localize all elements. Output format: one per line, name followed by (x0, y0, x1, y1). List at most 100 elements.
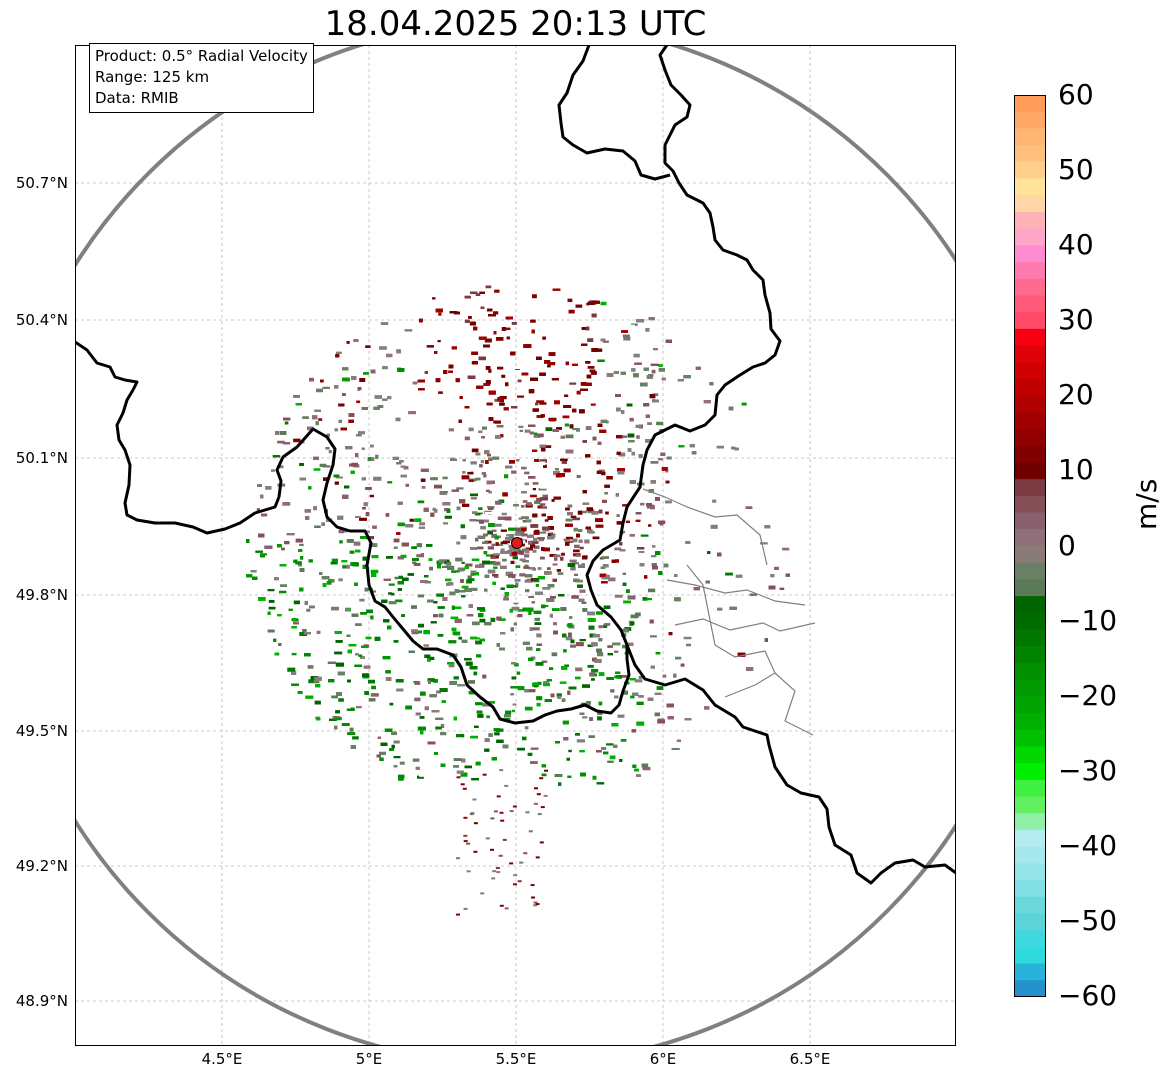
echo-cell (552, 429, 559, 432)
echo-cell (567, 690, 571, 695)
echo-cell (511, 662, 517, 665)
echo-cell (386, 353, 393, 358)
echo-cell (554, 499, 562, 503)
echo-cell (536, 497, 542, 502)
echo-cell (499, 521, 505, 524)
echo-cell (366, 609, 373, 614)
echo-cell (511, 606, 520, 611)
echo-cell (397, 556, 404, 560)
echo-cell (530, 377, 538, 381)
echo-cell (371, 572, 377, 577)
echo-cell (401, 577, 409, 581)
echo-cell (470, 547, 477, 550)
echo-cell (360, 536, 368, 539)
echo-cell (576, 470, 581, 475)
echo-cell (478, 507, 483, 510)
echo-cell (487, 453, 491, 457)
echo-cell (552, 563, 558, 566)
echo-cell (658, 368, 665, 372)
echo-cell (579, 546, 584, 550)
echo-cell (615, 671, 621, 674)
echo-cell (521, 372, 529, 376)
echo-cell (369, 494, 374, 498)
echo-cell (446, 562, 452, 566)
echo-cell (536, 702, 541, 707)
echo-cell (741, 402, 747, 406)
radar-site-marker[interactable] (511, 537, 523, 549)
echo-cell (651, 563, 657, 567)
echo-cell (542, 494, 548, 499)
echo-cell (498, 618, 506, 621)
echo-cell (535, 662, 544, 666)
echo-cell (351, 462, 358, 467)
colorbar-tick-label: 60 (1058, 78, 1094, 111)
colorbar-band (1014, 145, 1046, 163)
echo-cell (587, 366, 595, 369)
echo-cell (451, 605, 455, 610)
echo-cell (350, 707, 355, 710)
echo-cell (504, 907, 509, 910)
echo-cell (650, 363, 659, 366)
echo-cell (709, 382, 714, 386)
echo-cell (355, 623, 362, 626)
echo-cell (561, 460, 567, 464)
echo-cell (397, 522, 405, 527)
echo-cell (499, 647, 505, 651)
echo-cell (705, 580, 710, 584)
echo-cell (633, 373, 639, 378)
echo-cell (279, 564, 287, 567)
echo-cell (591, 348, 599, 352)
echo-cell (365, 487, 372, 490)
echo-cell (656, 686, 664, 690)
echo-cell (336, 351, 342, 354)
echo-cell (496, 643, 500, 647)
radar-map[interactable] (75, 45, 956, 1046)
echo-cell (500, 565, 507, 569)
echo-cell (592, 634, 600, 638)
echo-cell (488, 733, 493, 737)
echo-cell (607, 645, 613, 648)
echo-cell (505, 316, 513, 320)
echo-cell (439, 688, 448, 692)
echo-cell (576, 390, 581, 395)
echo-cell (567, 604, 576, 608)
echo-cell (614, 586, 619, 590)
echo-cell (633, 353, 640, 358)
echo-cell (512, 805, 517, 808)
echo-cell (585, 361, 591, 364)
echo-cell (434, 752, 438, 755)
echo-cell (461, 567, 466, 571)
echo-cell (549, 667, 554, 670)
echo-cell (271, 469, 275, 472)
echo-cell (291, 683, 299, 686)
echo-cell (323, 477, 330, 481)
echo-cell (436, 690, 441, 694)
echo-cell (573, 549, 580, 553)
echo-cell (485, 285, 492, 289)
echo-cell (417, 500, 425, 504)
echo-cell (433, 679, 438, 683)
echo-cell (589, 672, 596, 677)
echo-cell (585, 454, 591, 458)
echo-cell (598, 638, 603, 642)
echo-cell (665, 500, 672, 504)
echo-cell (621, 410, 625, 414)
echo-cell (457, 684, 465, 687)
echo-cell (326, 433, 330, 437)
echo-cell (665, 339, 672, 343)
echo-cell (572, 538, 578, 543)
echo-cell (448, 640, 457, 644)
echo-cell (492, 581, 496, 585)
echo-cell (539, 402, 547, 405)
echo-cell (542, 336, 546, 340)
echo-cell (529, 323, 538, 326)
echo-cell (562, 633, 567, 638)
echo-cell (562, 415, 570, 419)
echo-cell (379, 346, 387, 350)
echo-cell (390, 592, 395, 596)
echo-cell (478, 336, 487, 340)
echo-cell (370, 444, 374, 448)
echo-cell (482, 674, 487, 679)
echo-cell (635, 512, 642, 515)
echo-cell (595, 518, 603, 522)
